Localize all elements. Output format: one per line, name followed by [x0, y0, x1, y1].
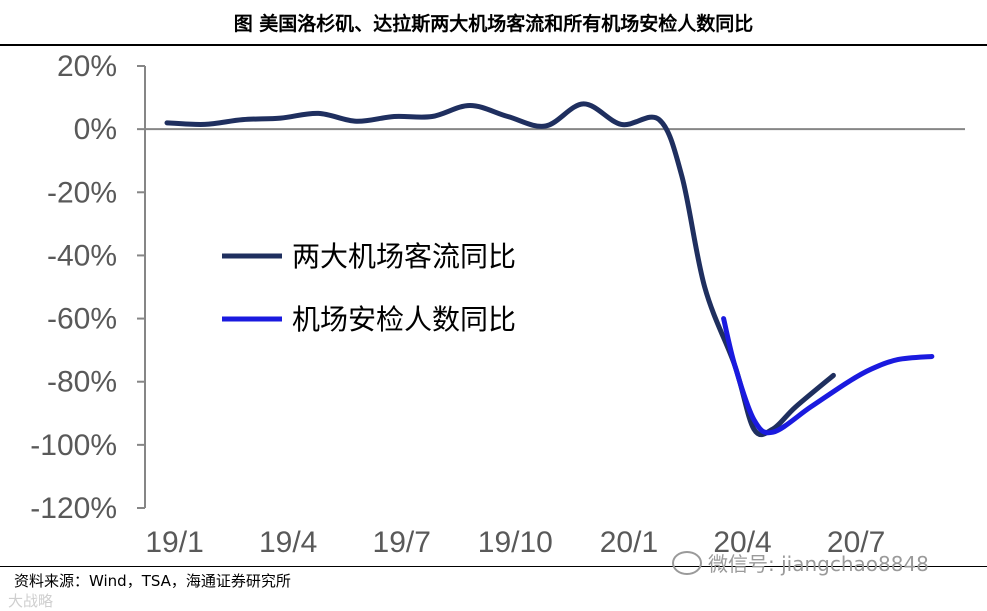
x-tick-label: 19/4 [259, 526, 317, 559]
x-tick-label: 19/7 [373, 526, 431, 559]
y-tick-label: -40% [47, 239, 117, 272]
bottom-rule [0, 566, 987, 567]
line-chart: 20% 0% -20% -40% -60% -80% -100% -120% 19/1 19/4… [30, 50, 965, 559]
watermark: 微信号: jiangchao8848 [672, 548, 929, 577]
x-tick-label: 19/1 [145, 526, 203, 559]
legend-label: 两大机场客流同比 [292, 240, 516, 273]
source-note: 资料来源：Wind，TSA，海通证券研究所 [14, 572, 291, 590]
y-tick-label: -60% [47, 303, 117, 336]
y-tick-label: 0% [74, 113, 117, 146]
wechat-icon [672, 550, 702, 575]
corner-watermark: 大战略 [8, 592, 54, 610]
legend-label: 机场安检人数同比 [292, 303, 516, 336]
x-tick-label: 20/1 [600, 526, 658, 559]
y-axis-ticks: 20% 0% -20% -40% -60% -80% -100% -120% [30, 50, 145, 525]
y-tick-label: -100% [30, 429, 117, 462]
series-lines [164, 101, 935, 438]
x-axis-ticks: 19/1 19/4 19/7 19/10 20/1 20/4 20/7 [145, 526, 885, 559]
top-rule [0, 44, 987, 46]
y-tick-label: -120% [30, 492, 117, 525]
chart-axes [144, 66, 965, 508]
x-tick-label: 20/4 [713, 526, 771, 559]
y-tick-label: 20% [57, 50, 117, 83]
watermark-text: 微信号: jiangchao8848 [708, 552, 929, 576]
x-tick-label: 20/7 [827, 526, 885, 559]
series-line-tsa-screening [721, 316, 935, 436]
y-tick-label: -20% [47, 176, 117, 209]
x-tick-label: 19/10 [478, 526, 553, 559]
y-tick-label: -80% [47, 366, 117, 399]
chart-caption: 图 美国洛杉矶、达拉斯两大机场客流和所有机场安检人数同比 [233, 12, 754, 35]
